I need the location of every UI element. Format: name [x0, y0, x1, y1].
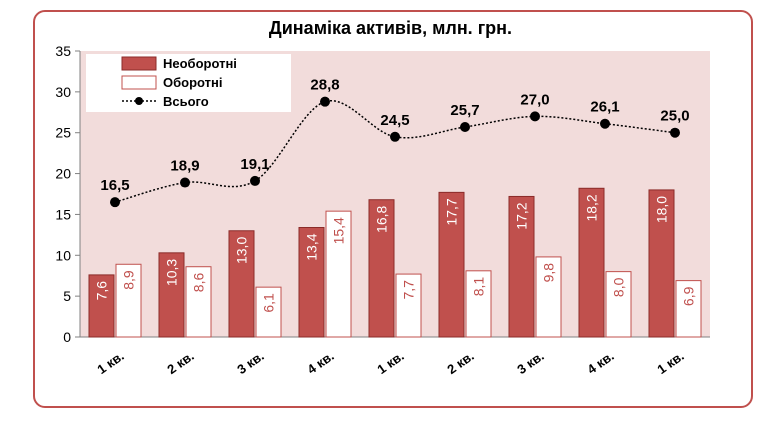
total-point — [600, 118, 610, 129]
data-label-total: 19,1 — [240, 156, 269, 173]
y-tick-label: 35 — [55, 43, 71, 59]
bar-current — [115, 263, 142, 338]
data-label-noncurrent: 17,2 — [514, 202, 530, 229]
chart-title: Динаміка активів, млн. грн. — [268, 18, 513, 38]
total-point — [320, 96, 330, 107]
bar-current — [675, 280, 702, 338]
data-label-current: 8,6 — [191, 273, 207, 293]
data-label-current: 8,1 — [471, 277, 487, 297]
bar-noncurrent — [438, 191, 465, 338]
data-label-current: 8,9 — [121, 270, 137, 290]
bar-noncurrent — [578, 187, 605, 338]
data-label-total: 25,7 — [450, 102, 479, 119]
legend-label-noncurrent: Необоротні — [163, 56, 237, 71]
legend: Необоротні Оборотні Всього — [86, 54, 291, 112]
bar-current — [395, 273, 422, 338]
data-label-noncurrent: 10,3 — [164, 259, 180, 286]
y-tick-label: 15 — [55, 206, 71, 222]
x-tick-label: 1 кв. — [94, 348, 126, 377]
data-label-total: 28,8 — [310, 77, 339, 94]
bar-current — [465, 270, 492, 338]
x-tick-label: 2 кв. — [444, 348, 476, 377]
y-tick-label: 25 — [55, 125, 71, 141]
x-tick-label: 3 кв. — [514, 348, 546, 377]
y-tick-label: 5 — [63, 288, 71, 304]
legend-box — [86, 54, 291, 112]
data-label-noncurrent: 18,2 — [584, 194, 600, 221]
data-label-current: 8,0 — [611, 277, 627, 297]
bar-noncurrent — [648, 189, 675, 338]
bar-current — [185, 266, 212, 338]
data-label-total: 27,0 — [520, 91, 549, 108]
total-point — [460, 121, 470, 132]
x-tick-label: 2 кв. — [164, 348, 196, 377]
data-label-noncurrent: 7,6 — [94, 281, 110, 301]
x-tick-label: 1 кв. — [374, 348, 406, 377]
total-point — [530, 111, 540, 122]
data-label-current: 6,9 — [681, 286, 697, 306]
x-tick-label: 4 кв. — [584, 348, 616, 377]
x-tick-label: 3 кв. — [234, 348, 266, 377]
bar-noncurrent — [508, 195, 535, 338]
data-label-total: 16,5 — [100, 177, 129, 194]
bar-current — [255, 286, 282, 338]
y-tick-label: 30 — [55, 84, 71, 100]
bar-noncurrent — [298, 227, 325, 338]
legend-swatch-current — [121, 75, 157, 90]
bar-noncurrent — [158, 252, 185, 338]
total-line — [114, 100, 676, 203]
data-label-total: 26,1 — [590, 99, 619, 116]
data-label-noncurrent: 13,4 — [304, 233, 320, 260]
x-tick-label: 1 кв. — [654, 348, 686, 377]
data-label-noncurrent: 16,8 — [374, 206, 390, 233]
data-label-noncurrent: 17,7 — [444, 198, 460, 225]
data-label-current: 9,8 — [541, 263, 557, 283]
data-label-current: 15,4 — [331, 217, 347, 244]
y-tick-label: 10 — [55, 247, 71, 263]
total-point — [670, 127, 680, 138]
data-label-total: 25,0 — [660, 108, 689, 125]
legend-label-current: Оборотні — [163, 75, 222, 90]
data-label-noncurrent: 13,0 — [234, 237, 250, 264]
y-tick-label: 0 — [63, 329, 71, 345]
total-point — [110, 197, 120, 208]
legend-swatch-noncurrent — [121, 56, 157, 71]
data-label-total: 18,9 — [170, 158, 199, 175]
total-point — [250, 175, 260, 186]
data-label-total: 24,5 — [380, 112, 409, 129]
bar-noncurrent — [228, 230, 255, 338]
bar-noncurrent — [368, 199, 395, 338]
bar-current — [535, 256, 562, 338]
bar-noncurrent — [88, 274, 115, 338]
x-tick-label: 4 кв. — [304, 348, 336, 377]
data-label-current: 7,7 — [401, 280, 417, 300]
legend-swatch-total-marker — [135, 97, 143, 105]
y-tick-label: 20 — [55, 166, 71, 182]
data-label-current: 6,1 — [261, 293, 277, 313]
bar-current — [605, 271, 632, 338]
bar-current — [325, 210, 352, 338]
total-point — [390, 131, 400, 142]
legend-label-total: Всього — [163, 94, 209, 109]
data-label-noncurrent: 18,0 — [654, 196, 670, 223]
total-point — [180, 177, 190, 188]
